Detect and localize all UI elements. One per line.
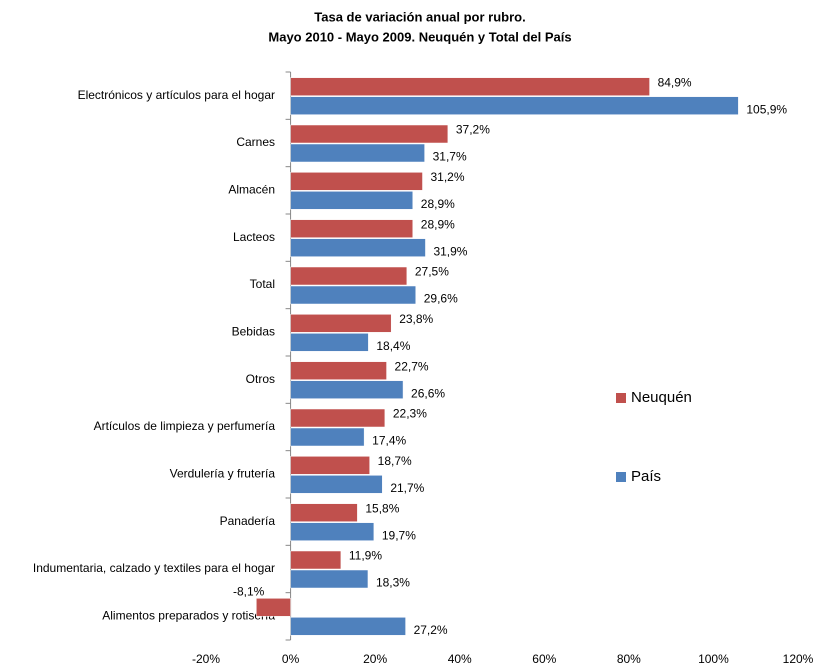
value-label: 22,7% (395, 359, 429, 373)
y-tick-label: Verdulería y frutería (170, 467, 276, 481)
x-tick-label: 80% (617, 652, 641, 666)
value-label: 31,9% (433, 244, 467, 258)
x-tick-label: 100% (698, 652, 729, 666)
value-label: 18,7% (378, 454, 412, 468)
bar (290, 285, 416, 305)
bar (290, 238, 426, 257)
value-label: -8,1% (233, 585, 265, 599)
value-label: 105,9% (746, 102, 787, 116)
value-label: 27,2% (414, 623, 448, 637)
bar (290, 427, 365, 447)
y-tick-label: Lacteos (233, 230, 275, 244)
bar (290, 380, 404, 399)
value-label: 11,9% (349, 549, 382, 563)
x-tick-label: 60% (532, 652, 556, 666)
y-tick-label: Alimentos preparados y rotisería (102, 609, 275, 623)
value-label: 21,7% (390, 481, 424, 495)
y-tick-label: Almacén (228, 183, 275, 197)
bar (290, 172, 423, 191)
y-tick-label: Otros (246, 372, 275, 386)
value-label: 28,9% (421, 197, 455, 211)
legend-swatch (616, 393, 626, 403)
value-label: 18,4% (376, 339, 410, 353)
bar (256, 598, 291, 617)
bar (290, 191, 414, 210)
x-tick-label: 120% (783, 652, 814, 666)
bar (290, 550, 342, 570)
bar (290, 522, 375, 541)
bar (290, 143, 425, 163)
bar (290, 475, 383, 494)
x-tick-label: 40% (448, 652, 472, 666)
y-tick-label: Carnes (236, 135, 275, 149)
value-label: 17,4% (372, 434, 406, 448)
value-label: 37,2% (456, 123, 490, 137)
value-label: 18,3% (376, 576, 410, 590)
value-label: 26,6% (411, 386, 445, 400)
x-tick-label: -20% (192, 652, 220, 666)
y-tick-label: Artículos de limpieza y perfumería (94, 419, 276, 433)
legend-swatch (616, 472, 626, 482)
value-label: 84,9% (658, 75, 692, 89)
y-tick-label: Indumentaria, calzado y textiles para el… (33, 561, 275, 575)
bar (290, 569, 369, 589)
bar (290, 503, 358, 522)
value-label: 29,6% (424, 292, 458, 306)
value-label: 22,3% (393, 407, 427, 421)
bar (290, 617, 406, 636)
bar (290, 96, 739, 115)
value-label: 28,9% (421, 217, 455, 231)
bar (290, 219, 414, 238)
x-tick-label: 20% (363, 652, 387, 666)
value-label: 27,5% (415, 265, 449, 279)
chart-title: Tasa de variación anual por rubro. (314, 9, 525, 24)
y-tick-label: Panadería (220, 514, 276, 528)
bar (290, 361, 387, 380)
legend-label: Neuquén (631, 389, 692, 406)
value-label: 15,8% (365, 501, 399, 515)
value-label: 23,8% (399, 312, 433, 326)
chart-subtitle: Mayo 2010 - Mayo 2009. Neuquén y Total d… (268, 29, 571, 44)
bar (290, 266, 408, 286)
bar (290, 408, 386, 428)
legend-label: País (631, 468, 661, 485)
value-label: 31,2% (431, 170, 465, 184)
value-label: 19,7% (382, 528, 416, 542)
y-tick-label: Total (250, 277, 275, 291)
x-tick-label: 0% (282, 652, 300, 666)
y-tick-label: Bebidas (232, 325, 275, 339)
y-tick-label: Electrónicos y artículos para el hogar (78, 88, 275, 102)
bar (290, 333, 369, 352)
value-label: 31,7% (433, 150, 467, 164)
bar (290, 314, 392, 333)
bar (290, 77, 650, 96)
bar (290, 456, 370, 475)
bar (290, 124, 449, 144)
